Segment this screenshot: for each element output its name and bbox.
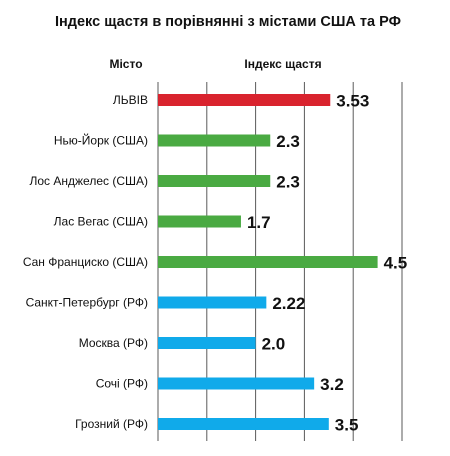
bar — [158, 175, 271, 187]
value-label: 2.3 — [276, 173, 300, 192]
value-label: 1.7 — [247, 213, 271, 232]
value-column-header: Індекс щастя — [244, 57, 321, 71]
bar — [158, 215, 241, 228]
chart-title: Індекс щастя в порівнянні з містами США … — [55, 14, 401, 30]
category-label: Москва (РФ) — [79, 336, 148, 350]
category-label: Санкт-Петербург (РФ) — [26, 296, 148, 310]
value-label: 4.5 — [384, 254, 408, 273]
value-label: 3.5 — [335, 416, 359, 435]
value-label: 2.0 — [262, 335, 286, 354]
bars — [158, 94, 378, 430]
category-column-header: Місто — [109, 57, 142, 71]
value-label: 3.53 — [336, 92, 369, 111]
value-label: 2.22 — [272, 294, 305, 313]
category-labels: ЛЬВІВ Нью-Йорк (США) Лос Анджелес (США) Лас… — [23, 93, 148, 431]
bar — [158, 94, 331, 106]
value-label: 2.3 — [276, 132, 300, 151]
category-label: Сочі (РФ) — [96, 377, 148, 391]
bar — [158, 134, 271, 147]
bar — [158, 337, 256, 349]
category-label: Сан Франциско (США) — [23, 255, 148, 269]
value-labels: 3.53 2.3 2.3 1.7 4.5 2.22 2.0 3.2 3.5 — [247, 92, 407, 435]
bar — [158, 377, 315, 390]
bar — [158, 256, 378, 268]
category-label: Лас Вегас (США) — [54, 215, 148, 229]
category-label: Лос Анджелес (США) — [30, 174, 149, 188]
value-label: 3.2 — [320, 375, 344, 394]
bar — [158, 296, 267, 309]
category-label: Грозний (РФ) — [75, 417, 148, 431]
bar — [158, 418, 329, 430]
category-label: Нью-Йорк (США) — [54, 133, 148, 148]
category-label: ЛЬВІВ — [113, 93, 148, 107]
